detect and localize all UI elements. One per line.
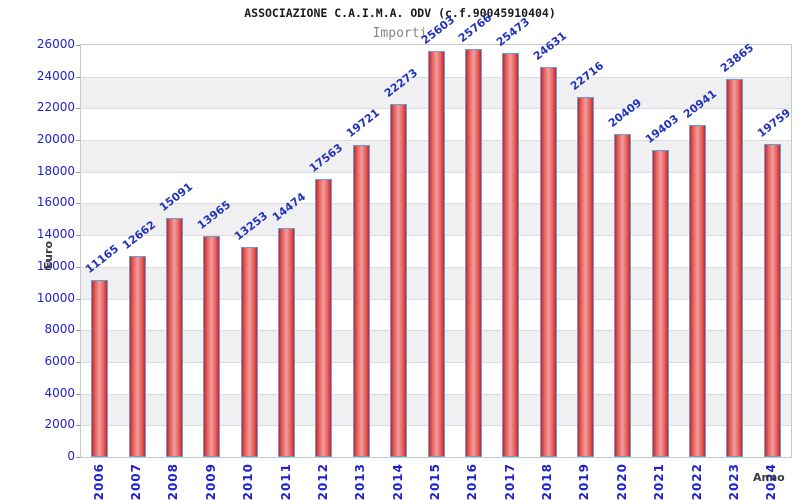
y-tick-label: 18000	[36, 163, 75, 178]
plot-area: 11165 12662 15091 13965 13253 14474 17563 19721…	[80, 11, 793, 458]
y-tick-label: 24000	[36, 68, 75, 83]
x-tick-label: 2006	[91, 463, 106, 500]
bar-2012	[315, 178, 333, 457]
bar-2016	[464, 48, 482, 457]
y-tick-mark	[76, 393, 80, 395]
bar-2010	[240, 247, 258, 457]
y-tick-mark	[76, 298, 80, 300]
bar-2024	[763, 143, 781, 457]
y-tick-label: 26000	[36, 37, 75, 51]
chart-subtitle: Importi	[372, 26, 428, 41]
y-tick-label: 0	[67, 449, 75, 463]
bar-2017	[502, 53, 520, 457]
x-tick-label: 2021	[652, 463, 667, 500]
bar-2013	[352, 144, 370, 457]
x-tick-label: 2010	[241, 463, 256, 500]
y-tick-mark	[76, 171, 80, 173]
bar-2014	[390, 104, 408, 457]
x-tick-label: 2019	[577, 463, 592, 500]
y-tick-mark	[76, 140, 80, 142]
bar-2023	[726, 78, 744, 457]
x-tick-label: 2015	[428, 463, 442, 500]
y-tick-label: 6000	[44, 353, 75, 368]
x-tick-label: 2013	[353, 463, 368, 500]
y-tick-label: 20000	[36, 132, 75, 147]
bar-2015	[427, 51, 445, 457]
y-tick-mark	[76, 203, 80, 205]
x-axis-title: Anno	[753, 471, 785, 484]
y-tick-label: 4000	[44, 385, 75, 400]
y-tick-mark	[76, 45, 80, 46]
y-tick-label: 16000	[36, 195, 75, 210]
y-tick-label: 2000	[44, 417, 75, 432]
chart-title: ASSOCIAZIONE C.A.I.M.A. ODV (c.f.9004591…	[244, 6, 556, 20]
x-tick-label: 2011	[278, 463, 293, 500]
x-tick-label: 2007	[129, 463, 144, 500]
bar-2018	[539, 66, 557, 457]
x-tick-label: 2016	[465, 463, 480, 500]
y-tick-mark	[76, 76, 80, 78]
bar-2006	[91, 280, 109, 457]
y-tick-mark	[76, 235, 80, 237]
y-tick-label: 8000	[44, 322, 75, 337]
bar-2022	[689, 125, 707, 457]
x-tick-label: 2012	[315, 463, 330, 500]
x-tick-label: 2022	[689, 463, 704, 500]
y-axis-title: Euro	[42, 241, 55, 270]
bar-2020	[614, 133, 632, 457]
bar-2021	[651, 149, 669, 457]
y-tick-mark	[76, 457, 80, 458]
y-tick-mark	[76, 108, 80, 110]
x-tick-label: 2018	[540, 463, 555, 500]
bar-2011	[278, 227, 296, 457]
y-tick-mark	[76, 361, 80, 363]
y-tick-mark	[76, 425, 80, 427]
bar-2008	[165, 217, 183, 457]
y-tick-label: 10000	[36, 290, 75, 305]
y-tick-mark	[76, 330, 80, 332]
bar-2019	[576, 97, 594, 457]
x-tick-label: 2020	[614, 463, 629, 500]
y-tick-label: 14000	[36, 227, 75, 242]
bar-2009	[203, 235, 221, 457]
x-tick-label: 2017	[502, 463, 517, 500]
x-tick-label: 2008	[166, 463, 181, 500]
y-tick-label: 12000	[36, 258, 75, 273]
bar-2007	[128, 256, 146, 457]
y-tick-mark	[76, 266, 80, 268]
y-tick-label: 22000	[36, 100, 75, 115]
x-tick-label: 2014	[390, 463, 405, 500]
x-tick-label: 2009	[203, 463, 218, 500]
x-tick-label: 2023	[726, 463, 741, 500]
